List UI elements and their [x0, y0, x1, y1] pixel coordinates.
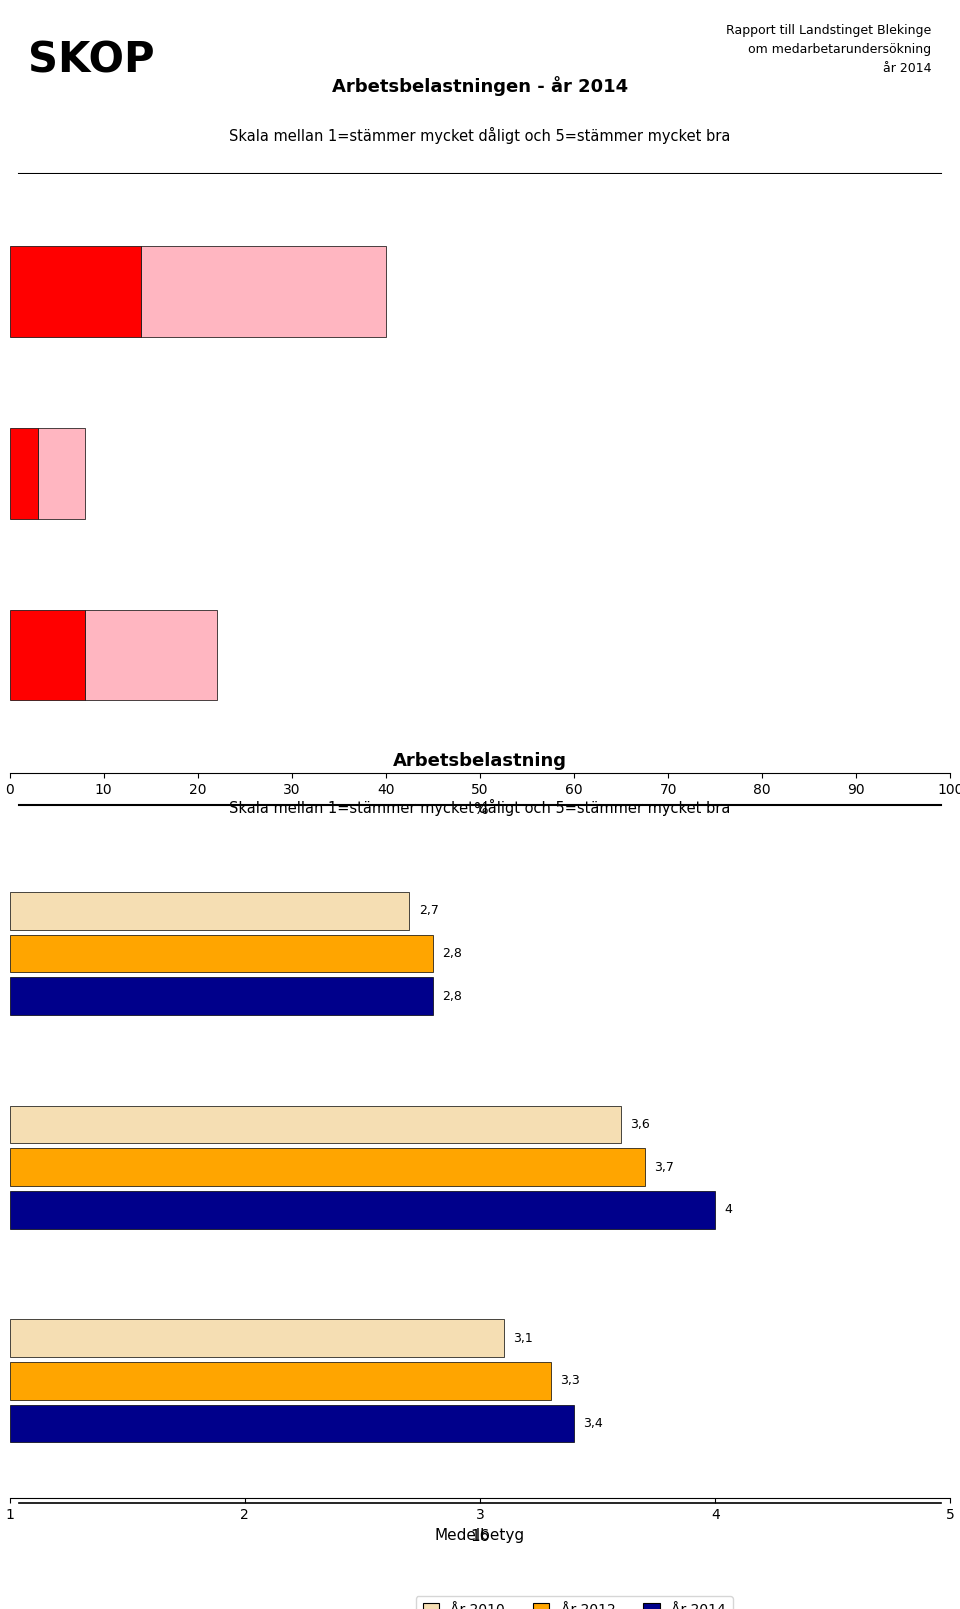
X-axis label: %: %: [472, 803, 488, 817]
Text: Arbetsbelastningen - år 2014: Arbetsbelastningen - år 2014: [332, 76, 628, 97]
Bar: [10, 1191, 715, 1229]
Text: 2,7: 2,7: [419, 904, 439, 917]
Text: SKOP: SKOP: [29, 40, 156, 82]
Bar: [10, 891, 410, 930]
Bar: [10, 935, 433, 972]
Legend: År 2010, År 2012, År 2014: År 2010, År 2012, År 2014: [416, 1596, 732, 1609]
X-axis label: Medelbetyg: Medelbetyg: [435, 1527, 525, 1543]
Text: 3,1: 3,1: [513, 1332, 533, 1345]
Bar: [10, 1405, 574, 1442]
Text: Skala mellan 1=stämmer mycket dåligt och 5=stämmer mycket bra: Skala mellan 1=stämmer mycket dåligt och…: [229, 800, 731, 816]
Text: Rapport till Landstinget Blekinge
om medarbetarundersökning
år 2014: Rapport till Landstinget Blekinge om med…: [727, 24, 931, 76]
Bar: [10, 1319, 503, 1356]
Text: Arbetsbelastning: Arbetsbelastning: [393, 751, 567, 769]
Text: 3,7: 3,7: [654, 1160, 674, 1173]
Bar: [10, 1149, 645, 1186]
Text: 2,8: 2,8: [443, 990, 463, 1002]
Text: 2,8: 2,8: [443, 948, 463, 961]
Text: Skala mellan 1=stämmer mycket dåligt och 5=stämmer mycket bra: Skala mellan 1=stämmer mycket dåligt och…: [229, 127, 731, 143]
Bar: [10, 246, 141, 338]
Bar: [10, 1361, 550, 1400]
Bar: [10, 1105, 621, 1144]
Text: 16: 16: [470, 1529, 490, 1543]
Bar: [37, 428, 84, 518]
Text: 4: 4: [725, 1204, 732, 1216]
Bar: [10, 428, 37, 518]
Text: 3,6: 3,6: [631, 1118, 650, 1131]
Bar: [84, 610, 217, 700]
Text: 3,4: 3,4: [584, 1418, 603, 1430]
Legend: Stämmer mycket dåligt, Stämmer ganska dåligt: Stämmer mycket dåligt, Stämmer ganska då…: [344, 867, 767, 898]
Bar: [141, 246, 386, 338]
Bar: [10, 610, 84, 700]
Text: 3,3: 3,3: [560, 1374, 580, 1387]
Bar: [10, 977, 433, 1015]
